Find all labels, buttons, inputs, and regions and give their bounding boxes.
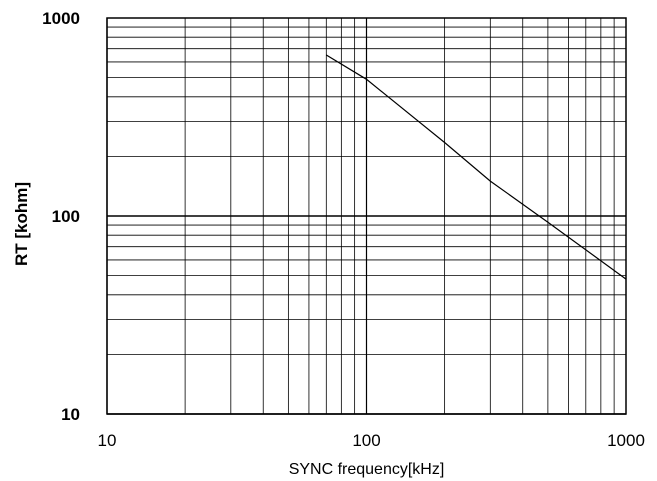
- y-tick-labels: 10 100 1000: [42, 9, 80, 424]
- x-tick-label: 1000: [607, 431, 645, 450]
- y-tick-label: 100: [52, 207, 80, 226]
- plot-frame: [106, 17, 627, 415]
- series-line-1: [325, 54, 627, 280]
- series-group: [325, 54, 627, 280]
- y-axis-label: RT [kohm]: [12, 182, 31, 266]
- x-axis-label: SYNC frequency[kHz]: [289, 461, 445, 478]
- x-tick-labels: 10 100 1000: [98, 431, 645, 450]
- x-tick-label: 100: [352, 431, 380, 450]
- y-tick-label: 1000: [42, 9, 80, 28]
- x-tick-label: 10: [98, 431, 117, 450]
- y-tick-label: 10: [61, 405, 80, 424]
